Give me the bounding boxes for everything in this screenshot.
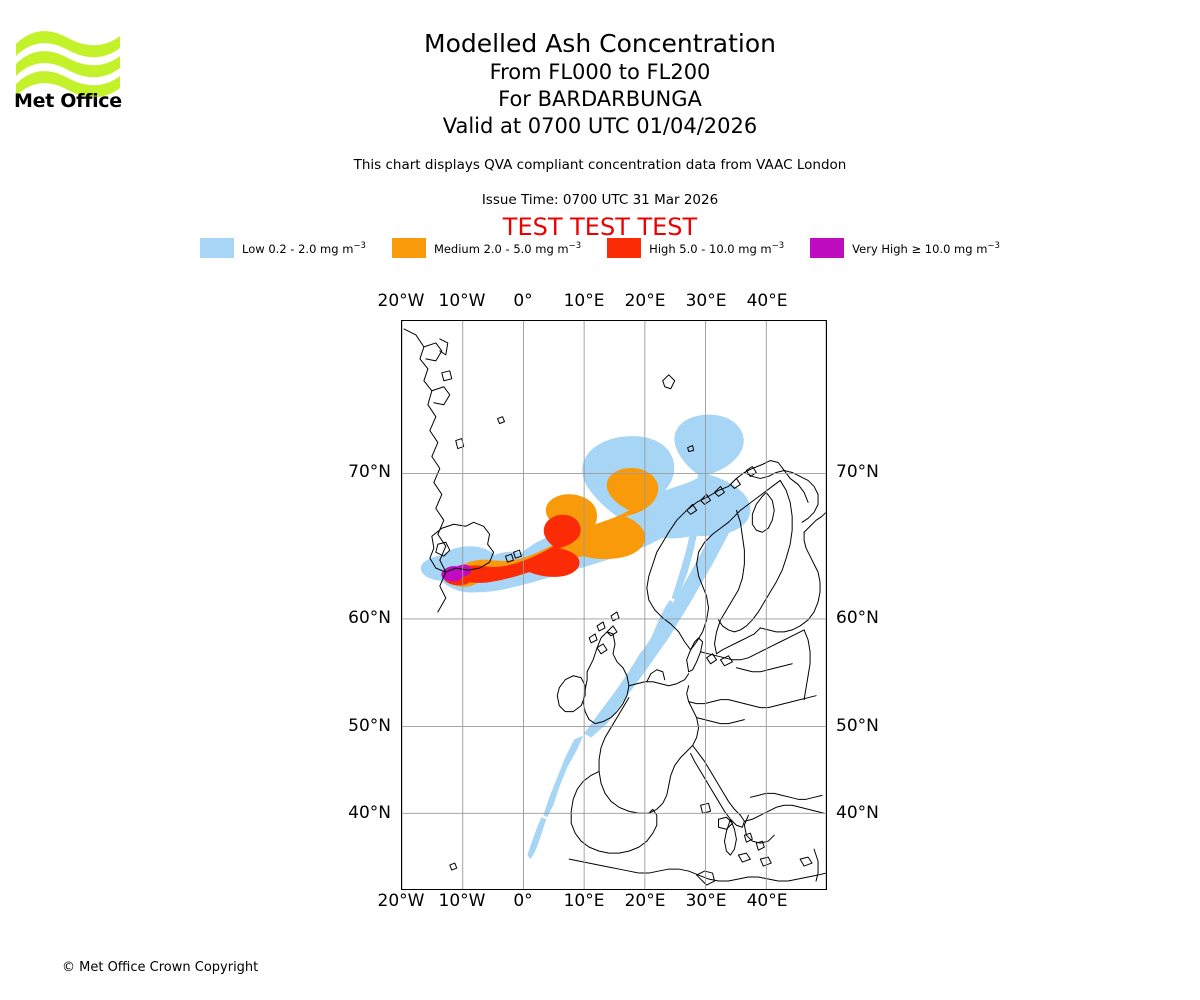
qva-note: This chart displays QVA compliant concen… (353, 157, 847, 173)
lon-label-top-30e: 30°E (685, 291, 727, 311)
map-canvas (402, 321, 826, 889)
lon-label-bottom-20w: 20°W (377, 891, 425, 911)
legend-swatch-high (607, 238, 642, 258)
lat-label-right-70n: 70°N (836, 462, 879, 482)
met-office-logo (14, 22, 124, 112)
copyright-notice: © Met Office Crown Copyright (62, 960, 259, 975)
lon-label-bottom-40e: 40°E (746, 891, 788, 911)
lat-label-right-50n: 50°N (836, 716, 879, 736)
legend-item-high: High 5.0 - 10.0 mg m−3 (607, 238, 784, 258)
coastlines (403, 328, 826, 886)
map-frame (401, 320, 827, 890)
legend-swatch-low (200, 238, 235, 258)
legend-swatch-medium (391, 238, 426, 258)
legend-label-very-high: Very High ≥ 10.0 mg m−3 (852, 240, 1000, 256)
issue-time: Issue Time: 0700 UTC 31 Mar 2026 (481, 192, 719, 208)
lon-label-top-0: 0° (513, 291, 533, 311)
lon-label-bottom-20e: 20°E (624, 891, 666, 911)
concentration-legend: Low 0.2 - 2.0 mg m−3 Medium 2.0 - 5.0 mg… (0, 238, 1200, 258)
volcano-name: For BARDARBUNGA (498, 87, 702, 111)
chart-title-block: Modelled Ash Concentration From FL000 to… (0, 28, 1200, 140)
page-title: Modelled Ash Concentration (424, 29, 776, 58)
lat-label-left-60n: 60°N (348, 608, 391, 628)
lon-label-bottom-30e: 30°E (685, 891, 727, 911)
legend-label-low: Low 0.2 - 2.0 mg m−3 (242, 240, 366, 256)
lon-label-bottom-10w: 10°W (438, 891, 486, 911)
ash-concentration-map[interactable] (401, 320, 827, 890)
map-gridlines (402, 321, 826, 889)
lat-label-right-60n: 60°N (836, 608, 879, 628)
legend-label-medium: Medium 2.0 - 5.0 mg m−3 (433, 240, 582, 256)
lat-label-left-40n: 40°N (348, 803, 391, 823)
lat-label-left-70n: 70°N (348, 462, 391, 482)
test-banner: TEST TEST TEST (502, 213, 698, 241)
legend-label-high: High 5.0 - 10.0 mg m−3 (649, 240, 785, 256)
lat-label-left-50n: 50°N (348, 716, 391, 736)
legend-item-medium: Medium 2.0 - 5.0 mg m−3 (391, 238, 582, 258)
lon-label-bottom-10e: 10°E (563, 891, 605, 911)
lon-label-top-20w: 20°W (377, 291, 425, 311)
lon-label-top-20e: 20°E (624, 291, 666, 311)
legend-item-low: Low 0.2 - 2.0 mg m−3 (200, 238, 366, 258)
legend-item-very-high: Very High ≥ 10.0 mg m−3 (810, 238, 1000, 258)
lat-label-right-40n: 40°N (836, 803, 879, 823)
met-office-logo-text: Met Office (14, 90, 122, 112)
flight-level-range: From FL000 to FL200 (489, 60, 711, 84)
valid-time: Valid at 0700 UTC 01/04/2026 (442, 114, 758, 138)
lon-label-top-10e: 10°E (563, 291, 605, 311)
lon-label-bottom-0: 0° (513, 891, 533, 911)
legend-swatch-very-high (810, 238, 845, 258)
lon-label-top-40e: 40°E (746, 291, 788, 311)
lon-label-top-10w: 10°W (438, 291, 486, 311)
ash-layer-low (420, 414, 751, 860)
